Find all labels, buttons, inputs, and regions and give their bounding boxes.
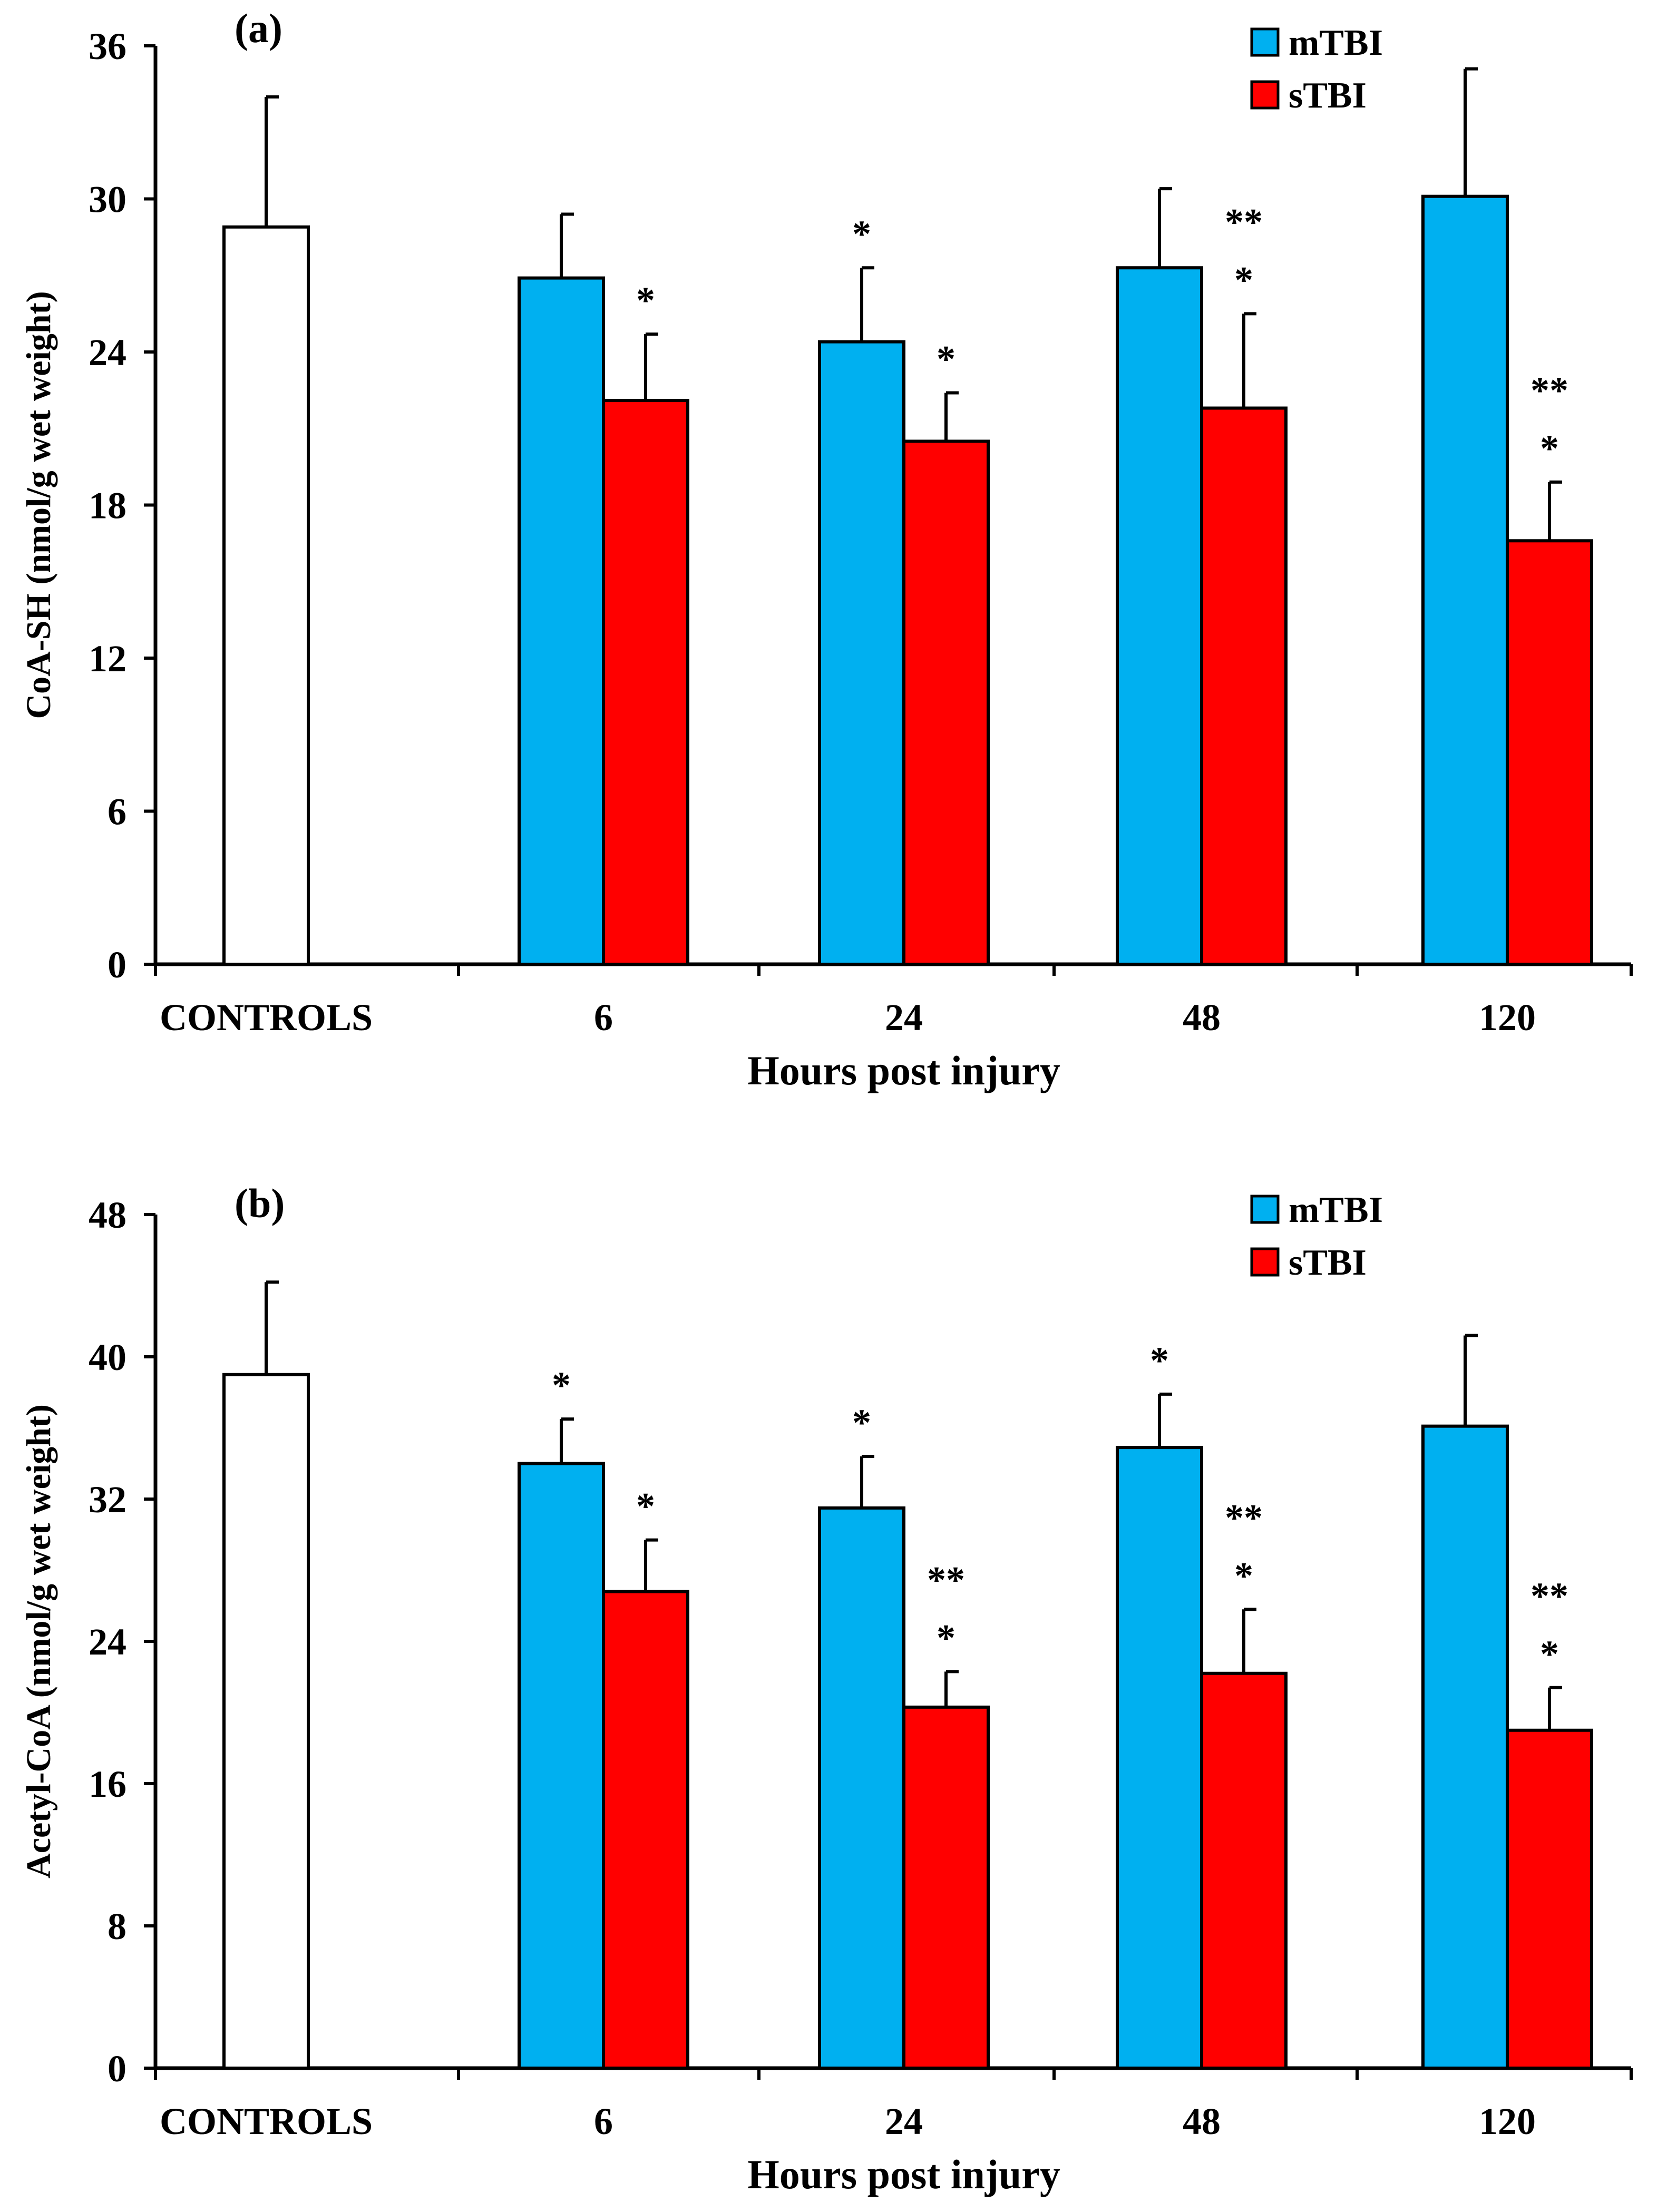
panel-b-bar-mtbi-6 (518, 1462, 605, 2070)
panel-b-bar-controls (222, 1373, 310, 2070)
panel-a-legend-swatch-stbi (1250, 80, 1280, 110)
panel-b-significance-marker: * (636, 1485, 655, 1528)
panel-b-y-tick-label: 16 (89, 1763, 126, 1805)
panel-b-significance-marker: * (1234, 1554, 1253, 1597)
panel-a-bar-stbi-6 (602, 398, 689, 966)
panel-a-significance-marker: * (636, 279, 655, 321)
panel-a-legend-label-mtbi: mTBI (1289, 23, 1383, 63)
panel-b-y-tick-label: 40 (89, 1336, 126, 1378)
panel-a-x-tick-label: CONTROLS (160, 996, 373, 1039)
panel-a-y-tick-label: 18 (89, 485, 126, 527)
panel-a-y-tick-label: 30 (89, 179, 126, 221)
panel-a-significance-marker: ** (1225, 201, 1263, 243)
panel-b-legend-swatch-mtbi (1250, 1195, 1280, 1224)
panel-b-bar-mtbi-120 (1421, 1424, 1509, 2070)
panel-b-bar-mtbi-24 (818, 1506, 905, 2070)
panel-a-legend-label-stbi: sTBI (1289, 75, 1367, 116)
panel-a-bar-mtbi-6 (518, 276, 605, 966)
panel-b-significance-marker: ** (1530, 1575, 1568, 1617)
panel-a-y-tick-label: 36 (89, 25, 126, 67)
panel-b-y-tick-label: 48 (89, 1194, 126, 1236)
panel-a-y-axis-title: CoA-SH (nmol/g wet weight) (19, 291, 58, 719)
panel-b-significance-marker: ** (1225, 1496, 1263, 1539)
panel-a-x-tick-label: 48 (1183, 996, 1221, 1039)
panel-a-legend-swatch-mtbi (1250, 27, 1280, 57)
panel-b-x-tick-label: 6 (594, 2100, 613, 2142)
panel-a-panel-label: (a) (235, 5, 282, 51)
panel-b-bar-stbi-120 (1506, 1728, 1593, 2070)
panel-b-x-tick-label: 48 (1183, 2100, 1221, 2142)
panel-b-legend-swatch-stbi (1250, 1247, 1280, 1277)
panel-a-significance-marker: * (1234, 259, 1253, 301)
panel-a-y-tick-label: 12 (89, 638, 126, 680)
panel-a-bar-stbi-24 (902, 439, 990, 966)
panel-b-x-tick-label: 24 (885, 2100, 923, 2142)
panel-b-y-axis-title: Acetyl-CoA (nmol/g wet weight) (19, 1404, 58, 1878)
panel-b-y-tick-label: 8 (108, 1905, 126, 1947)
panel-b-x-tick-label: 120 (1479, 2100, 1536, 2142)
panel-b-y-tick-label: 24 (89, 1621, 126, 1663)
panel-b-bar-stbi-6 (602, 1590, 689, 2070)
panel-b-y-tick-label: 0 (108, 2048, 126, 2090)
panel-b-bar-mtbi-48 (1116, 1446, 1203, 2070)
panel-b-x-axis-title: Hours post injury (747, 2151, 1060, 2197)
panel-a-significance-marker: ** (1530, 369, 1568, 412)
panel-a-bar-controls (222, 225, 310, 966)
panel-b-y-tick-label: 32 (89, 1479, 126, 1521)
panel-a-bar-stbi-48 (1200, 406, 1288, 966)
panel-a-y-tick-label: 24 (89, 331, 126, 374)
panel-b-bar-stbi-48 (1200, 1671, 1288, 2070)
panel-b-significance-marker: * (852, 1402, 871, 1444)
panel-a-x-axis-title: Hours post injury (747, 1048, 1060, 1093)
panel-a-y-tick-label: 0 (108, 944, 126, 986)
panel-b-significance-marker: * (552, 1364, 571, 1406)
panel-a-x-tick-label: 120 (1479, 996, 1536, 1039)
panel-a-x-tick-label: 24 (885, 996, 923, 1039)
panel-a-bar-stbi-120 (1506, 539, 1593, 966)
panel-b-panel-label: (b) (235, 1180, 285, 1226)
panel-b-significance-marker: * (1540, 1633, 1559, 1675)
panel-a-bar-mtbi-24 (818, 340, 905, 966)
panel-a-bar-mtbi-48 (1116, 266, 1203, 966)
panel-b-chart: 0 8 16 24 32 40 48 CONTROLS 6 24 48 120 Hours post i… (19, 1180, 1633, 2197)
panel-a-chart: 0 6 12 18 24 30 36 CONTROLS 6 24 48 120 Hours post i… (19, 5, 1633, 1093)
panel-a-x-tick-label: 6 (594, 996, 613, 1039)
panel-b-significance-marker: * (937, 1617, 955, 1659)
panel-b-legend-label-mtbi: mTBI (1289, 1190, 1383, 1230)
panel-a-significance-marker: * (1540, 427, 1559, 469)
panel-b-significance-marker: ** (927, 1559, 965, 1601)
panel-b-legend-label-stbi: sTBI (1289, 1242, 1367, 1283)
panel-a-bar-mtbi-120 (1421, 194, 1509, 966)
panel-a-significance-marker: * (937, 338, 955, 380)
panel-b-bar-stbi-24 (902, 1705, 990, 2070)
panel-b-significance-marker: * (1150, 1339, 1169, 1382)
panel-a-y-tick-label: 6 (108, 791, 126, 833)
panel-b-x-tick-label: CONTROLS (160, 2100, 373, 2142)
panel-a-significance-marker: * (852, 213, 871, 255)
